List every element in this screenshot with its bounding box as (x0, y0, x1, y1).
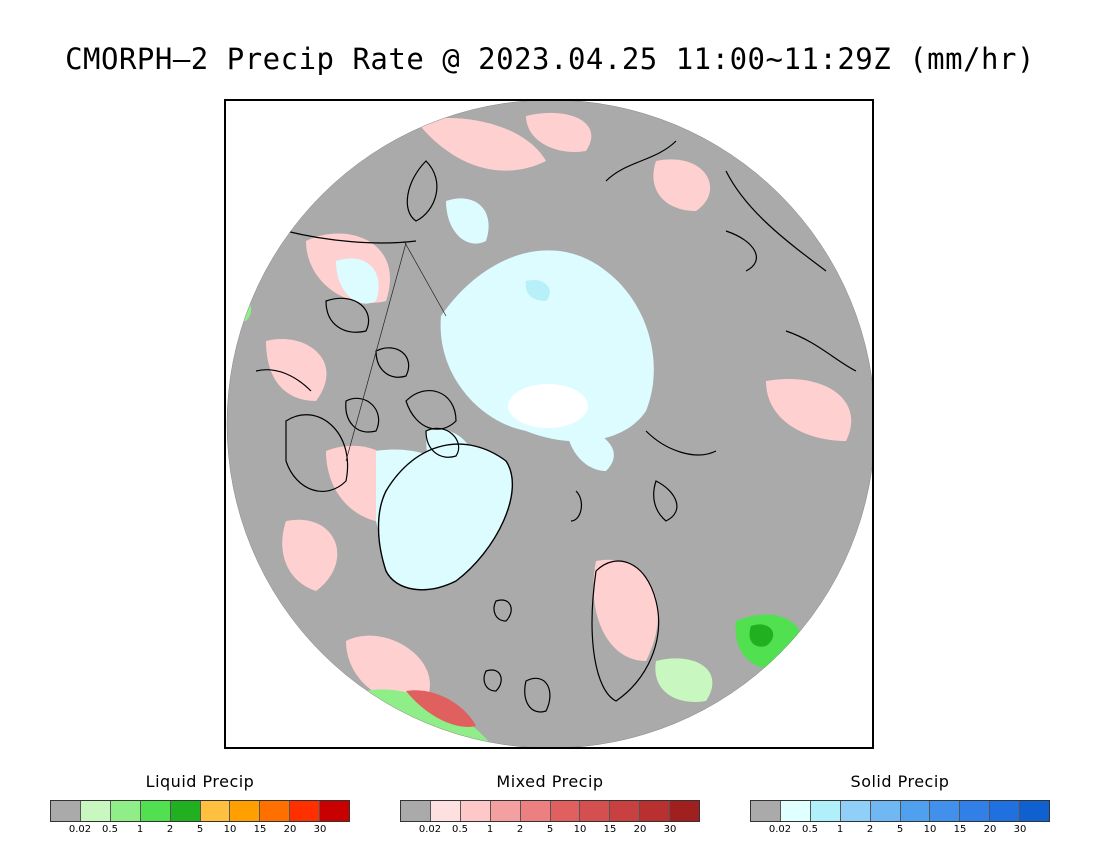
color-swatch (460, 801, 491, 821)
color-swatch (580, 801, 611, 821)
color-swatch (320, 801, 350, 821)
color-swatch (230, 801, 261, 821)
color-swatch (430, 801, 461, 821)
color-swatch (810, 801, 841, 821)
color-swatch (610, 801, 641, 821)
tick-label: 0.02 (768, 824, 792, 835)
tick-label: 30 (313, 824, 327, 835)
tick-label: 5 (896, 824, 904, 835)
color-swatch (490, 801, 521, 821)
tick-label: 30 (663, 824, 677, 835)
tick-labels: 0.02 0.5 1 2 5 10 15 20 30 (50, 824, 350, 838)
chart-title: CMORPH–2 Precip Rate @ 2023.04.25 11:00~… (65, 42, 1035, 76)
tick-label: 20 (283, 824, 297, 835)
tick-label: 20 (983, 824, 997, 835)
color-swatch (140, 801, 171, 821)
mixed-precip-areas (266, 112, 852, 703)
legend-title: Liquid Precip (145, 772, 255, 791)
coastline-canada (285, 297, 460, 492)
boundary-lines (345, 240, 447, 462)
color-swatch (751, 801, 781, 821)
map-disk-edge (226, 101, 872, 747)
color-swatch (900, 801, 931, 821)
tick-label: 0.5 (452, 824, 468, 835)
tick-label: 0.02 (68, 824, 92, 835)
tick-label: 0.5 (102, 824, 118, 835)
tick-label: 10 (573, 824, 587, 835)
tick-label: 15 (953, 824, 967, 835)
tick-label: 1 (486, 824, 494, 835)
mixed-precip-band (406, 690, 476, 727)
color-swatch (990, 801, 1021, 821)
tick-labels: 0.02 0.5 1 2 5 10 15 20 30 (400, 824, 700, 838)
color-swatch (401, 801, 431, 821)
legend-solid: Solid Precip 0.02 0.5 1 2 5 10 15 20 30 (750, 772, 1050, 838)
color-swatch (870, 801, 901, 821)
tick-label: 15 (253, 824, 267, 835)
tick-label: 20 (633, 824, 647, 835)
color-swatch (1020, 801, 1050, 821)
tick-label: 2 (166, 824, 174, 835)
tick-label: 10 (223, 824, 237, 835)
color-bar (50, 800, 350, 822)
color-swatch (670, 801, 700, 821)
legend-liquid: Liquid Precip 0.02 0.5 1 2 5 10 15 20 30 (50, 772, 350, 838)
legend-title: Solid Precip (850, 772, 950, 791)
color-swatch (80, 801, 111, 821)
color-swatch (260, 801, 291, 821)
tick-label: 2 (516, 824, 524, 835)
color-swatch (170, 801, 201, 821)
color-swatch (200, 801, 231, 821)
tick-label: 5 (546, 824, 554, 835)
tick-label: 30 (1013, 824, 1027, 835)
legend-title: Mixed Precip (496, 772, 604, 791)
tick-label: 1 (136, 824, 144, 835)
color-bar (750, 800, 1050, 822)
tick-label: 2 (866, 824, 874, 835)
color-swatch (110, 801, 141, 821)
greenland-outline (377, 443, 514, 591)
color-swatch (780, 801, 811, 821)
color-swatch (930, 801, 961, 821)
color-swatch (550, 801, 581, 821)
color-swatch (640, 801, 671, 821)
polar-map-svg (226, 101, 872, 747)
legend-mixed: Mixed Precip 0.02 0.5 1 2 5 10 15 20 30 (400, 772, 700, 838)
color-swatch (290, 801, 321, 821)
tick-label: 0.02 (418, 824, 442, 835)
color-swatch (51, 801, 81, 821)
polar-map (224, 99, 874, 749)
coastline-other (255, 140, 857, 713)
color-bar (400, 800, 700, 822)
color-swatch (960, 801, 991, 821)
tick-label: 10 (923, 824, 937, 835)
tick-label: 15 (603, 824, 617, 835)
color-swatch (520, 801, 551, 821)
pole-region (508, 384, 588, 428)
tick-label: 0.5 (802, 824, 818, 835)
color-swatch (840, 801, 871, 821)
tick-labels: 0.02 0.5 1 2 5 10 15 20 30 (750, 824, 1050, 838)
tick-label: 5 (196, 824, 204, 835)
tick-label: 1 (836, 824, 844, 835)
